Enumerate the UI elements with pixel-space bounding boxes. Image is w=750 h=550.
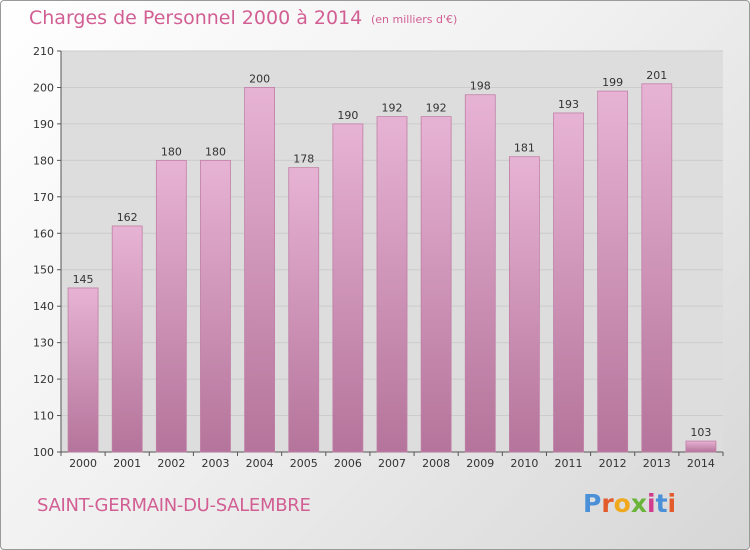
data-label: 145 bbox=[73, 273, 94, 286]
data-label: 201 bbox=[646, 69, 667, 82]
bar bbox=[376, 116, 408, 453]
bar bbox=[288, 167, 320, 453]
data-label: 162 bbox=[117, 211, 138, 224]
data-label: 198 bbox=[470, 80, 491, 93]
bar bbox=[332, 123, 364, 453]
bar bbox=[244, 87, 276, 453]
logo-letter: P bbox=[583, 489, 602, 518]
logo-letter: r bbox=[601, 489, 614, 518]
data-label: 178 bbox=[293, 153, 314, 166]
y-tick-label: 100 bbox=[33, 446, 54, 459]
data-label: 192 bbox=[382, 102, 403, 115]
logo-letter: i bbox=[647, 489, 656, 518]
x-tick-label: 2005 bbox=[290, 457, 318, 470]
bar bbox=[420, 116, 452, 453]
bar bbox=[553, 112, 584, 453]
data-label: 193 bbox=[558, 98, 579, 111]
bar bbox=[685, 440, 717, 453]
x-tick-label: 2001 bbox=[113, 457, 141, 470]
y-tick-label: 200 bbox=[33, 81, 54, 94]
x-tick-label: 2009 bbox=[466, 457, 494, 470]
x-tick-label: 2007 bbox=[378, 457, 406, 470]
logo-letter: o bbox=[613, 489, 631, 518]
y-tick-label: 140 bbox=[33, 300, 54, 313]
x-tick-label: 2012 bbox=[599, 457, 627, 470]
chart-subtitle: (en milliers d'€) bbox=[371, 13, 458, 26]
x-tick-label: 2002 bbox=[157, 457, 185, 470]
data-label: 190 bbox=[337, 109, 358, 122]
logo-letter: i bbox=[667, 489, 677, 518]
bar bbox=[464, 94, 496, 453]
x-tick-label: 2014 bbox=[687, 457, 715, 470]
data-label: 181 bbox=[514, 142, 535, 155]
y-tick-label: 170 bbox=[33, 191, 54, 204]
y-tick-label: 120 bbox=[33, 373, 54, 386]
x-tick-label: 2008 bbox=[422, 457, 450, 470]
chart-title: Charges de Personnel 2000 à 2014 bbox=[29, 7, 363, 29]
y-tick-label: 190 bbox=[33, 118, 54, 131]
y-tick-label: 150 bbox=[33, 264, 54, 277]
bar bbox=[200, 159, 231, 453]
logo-letter: t bbox=[655, 489, 668, 518]
proxiti-logo: Proxiti bbox=[583, 489, 676, 518]
data-label: 192 bbox=[426, 102, 447, 115]
x-tick-label: 2003 bbox=[201, 457, 229, 470]
bar bbox=[508, 156, 540, 453]
data-label: 103 bbox=[690, 426, 711, 439]
data-label: 199 bbox=[602, 76, 623, 89]
x-tick-label: 2000 bbox=[69, 457, 97, 470]
bar bbox=[111, 225, 143, 453]
x-tick-label: 2006 bbox=[334, 457, 362, 470]
y-tick-label: 160 bbox=[33, 227, 54, 240]
data-label: 200 bbox=[249, 72, 270, 85]
y-tick-label: 180 bbox=[33, 154, 54, 167]
data-label: 180 bbox=[161, 145, 182, 158]
x-tick-label: 2013 bbox=[643, 457, 671, 470]
x-tick-label: 2010 bbox=[510, 457, 538, 470]
bar bbox=[597, 90, 629, 453]
bar bbox=[641, 83, 673, 453]
bar bbox=[67, 287, 99, 453]
y-tick-label: 210 bbox=[33, 45, 54, 58]
x-tick-label: 2004 bbox=[246, 457, 274, 470]
y-tick-label: 110 bbox=[33, 410, 54, 423]
data-label: 180 bbox=[205, 145, 226, 158]
x-tick-label: 2011 bbox=[555, 457, 583, 470]
logo-letter: x bbox=[630, 489, 647, 518]
commune-name: SAINT-GERMAIN-DU-SALEMBRE bbox=[37, 495, 311, 516]
bar bbox=[155, 159, 187, 453]
y-tick-label: 130 bbox=[33, 337, 54, 350]
